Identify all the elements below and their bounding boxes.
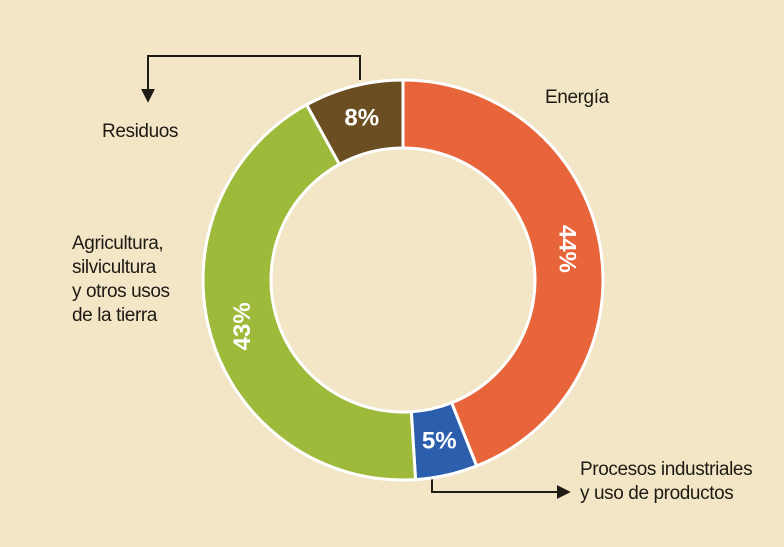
value-label: 5% <box>422 427 457 454</box>
category-label: Procesos industriales y uso de productos <box>580 459 753 504</box>
donut-segment <box>304 78 405 167</box>
donut-segment <box>201 102 418 482</box>
value-label: 44% <box>554 225 581 273</box>
residuos-arrow <box>141 55 361 103</box>
value-label: 8% <box>344 105 379 132</box>
donut-segment <box>401 78 605 468</box>
category-label: Energía <box>545 87 609 108</box>
category-label: Agricultura, silvicultura y otros usos d… <box>72 233 170 326</box>
value-label: 43% <box>229 302 256 350</box>
category-label: Residuos <box>102 121 179 142</box>
